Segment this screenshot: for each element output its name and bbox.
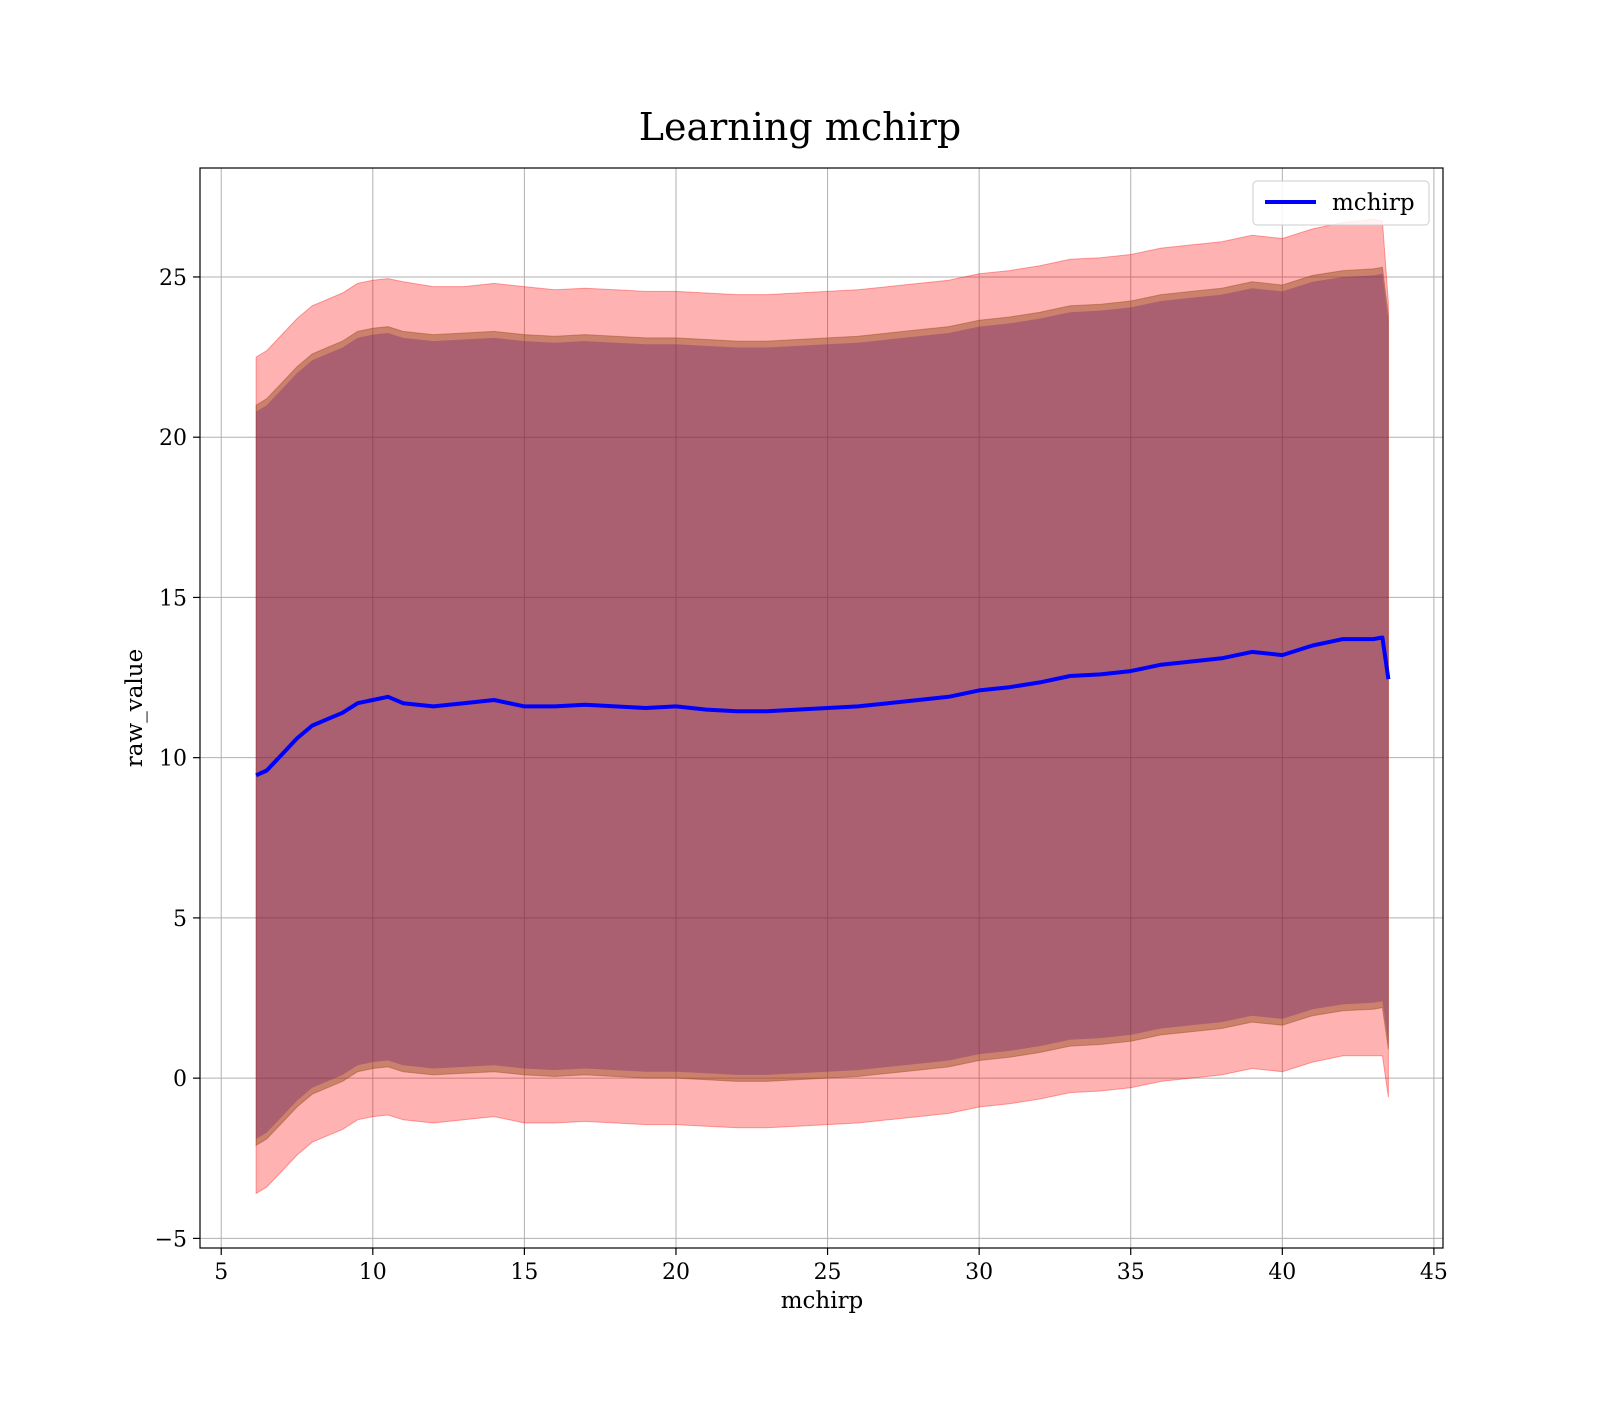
y-tick-label: 5 [173, 907, 187, 932]
x-tick-label: 5 [214, 1260, 228, 1285]
x-tick-label: 30 [965, 1260, 993, 1285]
legend-box [1252, 180, 1430, 226]
x-tick-label: 25 [814, 1260, 842, 1285]
legend-label-mchirp: mchirp [1332, 190, 1415, 216]
y-tick-label: 20 [159, 426, 187, 451]
x-tick-label: 40 [1268, 1260, 1296, 1285]
series-line-mchirp [255, 635, 1391, 778]
y-axis-title: raw_value [122, 649, 148, 767]
plot-frame [199, 167, 1444, 1249]
y-tick-label: −5 [155, 1227, 187, 1252]
y-tick-label: 10 [159, 747, 187, 772]
x-tick-label: 15 [510, 1260, 538, 1285]
y-axis-ticks: −5 0 5 10 15 20 25 [155, 266, 200, 1252]
line-layer [255, 635, 1391, 778]
x-tick-label: 45 [1420, 1260, 1448, 1285]
chart-title: Learning mchirp [639, 105, 961, 149]
x-tick-label: 10 [359, 1260, 387, 1285]
y-tick-label: 25 [159, 266, 187, 291]
x-tick-label: 35 [1117, 1260, 1145, 1285]
x-axis-ticks: 5 10 15 20 25 30 35 40 45 [214, 1248, 1448, 1285]
y-tick-label: 15 [159, 586, 187, 611]
x-tick-label: 20 [662, 1260, 690, 1285]
legend: mchirp [1252, 180, 1430, 226]
x-axis-title: mchirp [781, 1288, 864, 1314]
y-tick-label: 0 [173, 1067, 187, 1092]
